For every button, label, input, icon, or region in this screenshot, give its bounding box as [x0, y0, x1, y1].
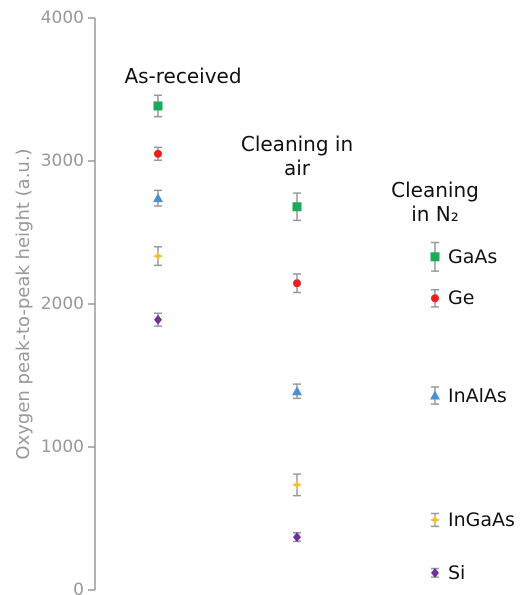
marker [431, 567, 439, 578]
y-tick-label: 1000 [41, 437, 84, 457]
marker [292, 202, 302, 212]
legend-label: GaAs [448, 245, 498, 268]
marker [292, 386, 302, 396]
marker [293, 532, 301, 543]
y-tick-label: 2000 [41, 294, 84, 314]
marker [154, 314, 162, 325]
y-axis-label: Oxygen peak-to-peak height (a.u.) [13, 148, 34, 459]
marker [430, 390, 440, 400]
y-tick-label: 4000 [41, 8, 84, 28]
marker [153, 101, 163, 111]
category-label: Cleaning in air [240, 132, 354, 180]
legend-label: Si [448, 561, 466, 584]
marker [430, 514, 440, 525]
marker [431, 294, 439, 303]
marker [430, 252, 440, 262]
category-label: Cleaning in N₂ [391, 178, 479, 226]
y-tick-label: 3000 [41, 151, 84, 171]
legend-label: InGaAs [448, 508, 515, 531]
legend-label: Ge [448, 287, 475, 310]
marker [153, 251, 163, 262]
legend-label: InAlAs [448, 384, 507, 407]
y-tick-label: 0 [73, 580, 84, 595]
category-label: As-received [124, 64, 242, 88]
marker [154, 149, 162, 158]
marker [292, 479, 302, 490]
marker [153, 193, 163, 203]
marker [293, 279, 301, 288]
